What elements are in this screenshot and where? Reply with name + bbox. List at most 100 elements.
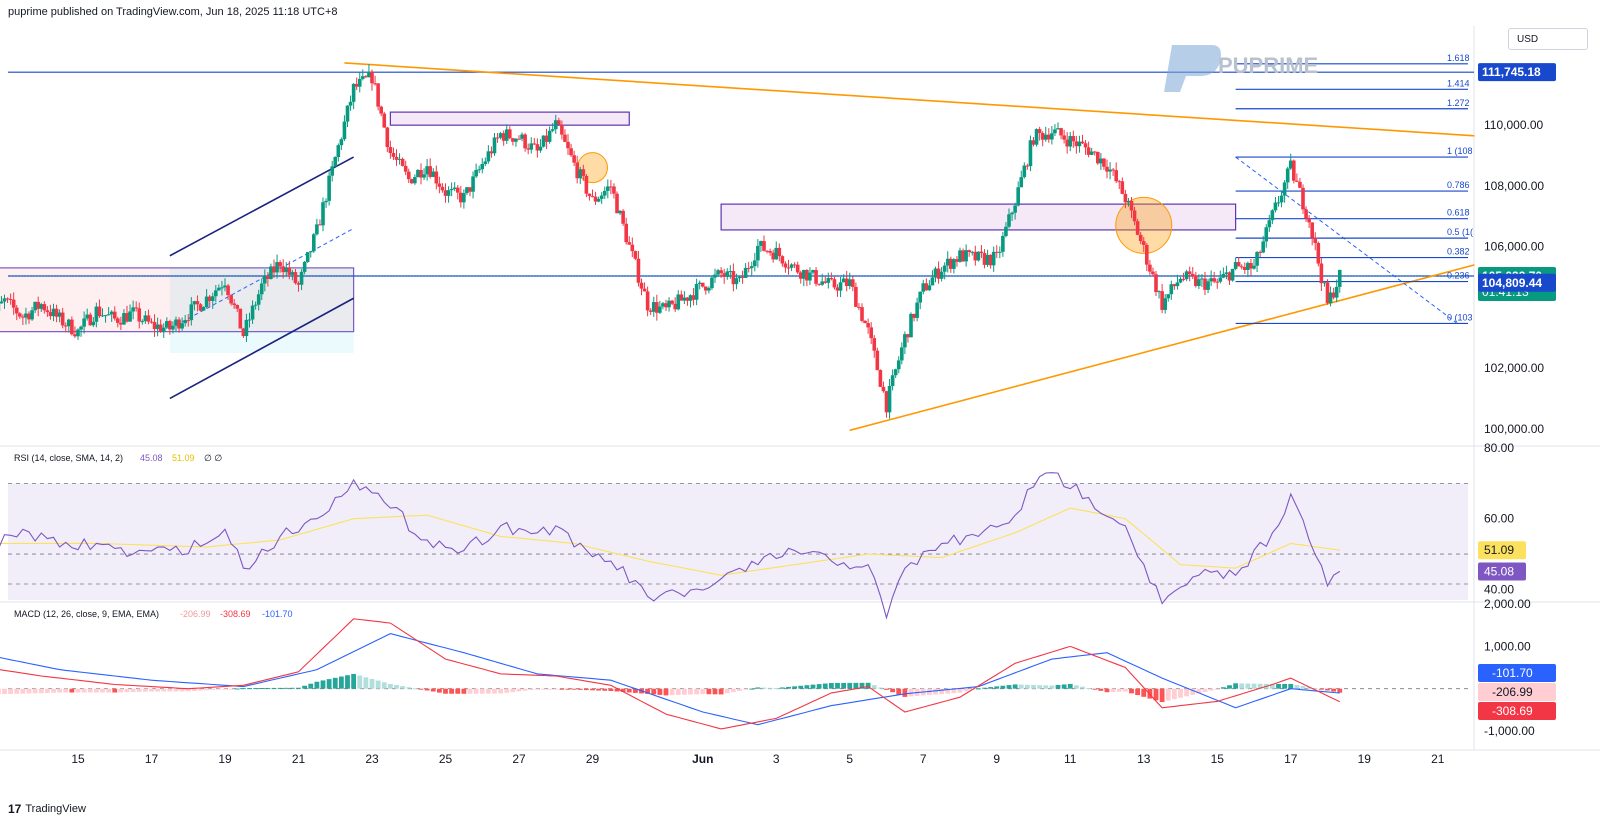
- candle-body: [1043, 134, 1048, 140]
- macd-histogram-bar: [130, 688, 136, 693]
- candle-body: [854, 286, 858, 307]
- macd-histogram-bar: [798, 685, 804, 689]
- macd-histogram-bar: [1214, 688, 1220, 690]
- candle-body: [428, 166, 432, 177]
- candle-body: [79, 326, 83, 330]
- candle-body: [1031, 140, 1036, 145]
- candle-body: [400, 158, 405, 166]
- candle-body: [1111, 169, 1115, 171]
- price-axis-tick: 100,000.00: [1484, 422, 1544, 436]
- candle-body: [645, 291, 650, 311]
- candle-body: [780, 256, 785, 264]
- candle-body: [857, 306, 861, 308]
- macd-histogram-bar: [51, 688, 56, 693]
- macd-axis-tick: -1,000.00: [1484, 724, 1535, 738]
- rsi-line: [0, 472, 1341, 620]
- macd-histogram-bar: [1110, 688, 1116, 692]
- candle-body: [893, 369, 898, 376]
- candle-body: [952, 259, 956, 269]
- tradingview-brand: TradingView: [25, 803, 86, 815]
- candle-body: [1013, 205, 1017, 213]
- candle-body: [704, 286, 708, 291]
- macd-histogram-bar: [1086, 688, 1092, 690]
- candle-body: [1209, 278, 1213, 282]
- candle-body: [847, 279, 852, 287]
- macd-histogram-bar: [1098, 688, 1104, 691]
- candle-body: [495, 137, 500, 139]
- macd-histogram-bar: [118, 688, 124, 693]
- rsi-band-fill: [8, 483, 1468, 600]
- candle-body: [391, 153, 396, 157]
- candle-body: [489, 151, 494, 154]
- price-label-bg-2: [1478, 273, 1556, 292]
- time-axis-tick: 19: [218, 752, 232, 766]
- candle-body: [713, 274, 717, 278]
- candle-body: [0, 301, 4, 304]
- candle-body: [1062, 135, 1066, 140]
- candle-body: [633, 251, 638, 259]
- macd-histogram-bar: [191, 688, 197, 692]
- candle-body: [91, 321, 96, 326]
- macd-histogram-bar: [302, 685, 308, 689]
- candle-body: [676, 294, 681, 310]
- candle-body: [1050, 133, 1054, 140]
- macd-histogram-bar: [933, 688, 938, 695]
- candle-body: [1310, 222, 1314, 238]
- candle-body: [792, 264, 797, 266]
- macd-value-label-1: -206.99: [1492, 685, 1533, 699]
- macd-histogram-bar: [173, 688, 179, 692]
- candle-body: [385, 127, 390, 148]
- candle-body: [431, 171, 436, 177]
- candle-body: [860, 307, 864, 321]
- puprime-logo-icon: [1164, 45, 1221, 92]
- candle-body: [716, 270, 720, 275]
- candle-body: [244, 319, 249, 337]
- candle-body: [743, 267, 748, 278]
- rsi-axis-tick: 80.00: [1484, 441, 1514, 455]
- macd-histogram-bar: [1006, 685, 1012, 689]
- macd-histogram-bar: [179, 688, 185, 692]
- candle-body: [933, 268, 938, 278]
- candle-body: [266, 275, 270, 279]
- candle-body: [308, 251, 313, 253]
- time-axis-tick: 17: [145, 752, 159, 766]
- macd-histogram-bar: [204, 688, 210, 691]
- candle-body: [284, 267, 289, 273]
- candle-body: [293, 272, 298, 284]
- candle-body: [446, 190, 451, 196]
- candle-body: [719, 270, 723, 274]
- macd-histogram-bar: [694, 688, 700, 695]
- candle-body: [501, 133, 506, 141]
- macd-histogram-bar: [32, 688, 38, 694]
- candle-body: [973, 251, 978, 261]
- candle-body: [1322, 282, 1327, 284]
- candle-body: [1068, 136, 1073, 147]
- candle-body: [226, 285, 230, 296]
- macd-legend-macd: -308.69: [220, 609, 251, 619]
- macd-histogram-bar: [412, 688, 418, 690]
- candle-body: [1083, 143, 1088, 148]
- candle-body: [339, 139, 344, 146]
- candle-body: [648, 310, 653, 312]
- candle-body: [290, 272, 295, 275]
- macd-histogram-bar: [149, 688, 154, 692]
- macd-histogram-bar: [718, 688, 724, 695]
- candle-body: [299, 271, 304, 285]
- candle-body: [223, 285, 227, 288]
- candle-body: [890, 375, 895, 387]
- candle-body: [103, 315, 108, 317]
- time-axis-tick: 9: [993, 752, 1000, 766]
- currency-selector[interactable]: USD: [1508, 28, 1588, 50]
- candle-body: [465, 187, 469, 194]
- time-axis-tick: Jun: [692, 752, 713, 766]
- macd-histogram-bar: [982, 687, 987, 689]
- macd-histogram-bar: [712, 688, 718, 695]
- candle-body: [878, 370, 883, 387]
- candle-body: [287, 267, 292, 275]
- candle-body: [581, 169, 586, 176]
- candle-body: [532, 143, 537, 145]
- macd-axis-tick: 1,000.00: [1484, 639, 1531, 653]
- candle-body: [655, 302, 659, 313]
- candle-body: [1074, 141, 1079, 147]
